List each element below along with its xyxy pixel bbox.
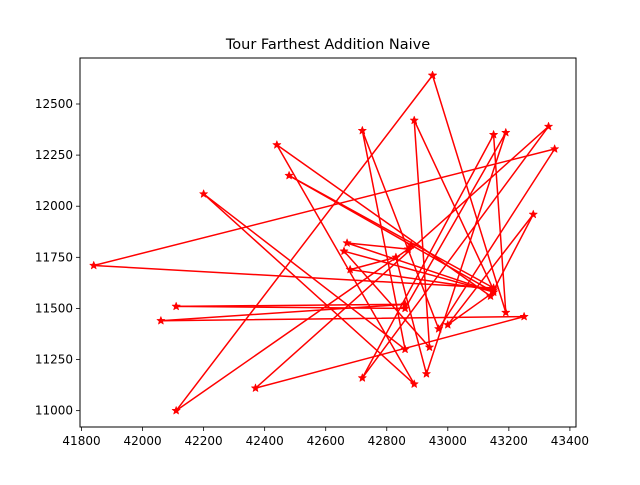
- tour-point-marker: [486, 291, 495, 300]
- tour-segment: [276, 144, 492, 297]
- tour-point-marker: [501, 308, 511, 317]
- tour-point-marker: [403, 244, 413, 253]
- y-tick-label: 11250: [35, 353, 73, 367]
- tour-segment: [276, 144, 415, 385]
- tour-point-marker: [489, 130, 498, 139]
- tour-point-marker: [342, 238, 352, 247]
- tour-point-marker: [528, 209, 538, 219]
- y-tick-label: 12250: [35, 148, 73, 162]
- tour-segment: [175, 303, 406, 308]
- tour-point-marker: [358, 373, 367, 382]
- tour-point-marker: [339, 246, 349, 255]
- x-tick-label: 43200: [490, 434, 528, 448]
- tour-point-marker: [284, 171, 294, 180]
- tour-segment: [160, 315, 525, 322]
- tour-segment: [404, 131, 507, 310]
- chart-title: Tour Farthest Addition Naive: [225, 37, 430, 53]
- tour-segment: [431, 74, 507, 314]
- tour-point-marker: [400, 299, 410, 309]
- tour-point-marker: [400, 344, 410, 354]
- tour-point-marker: [434, 324, 443, 333]
- tour-point-marker: [251, 383, 260, 392]
- tour-segment: [437, 148, 556, 330]
- tour-segment: [175, 74, 434, 412]
- axes-frame: [79, 57, 577, 428]
- tour-point-marker: [171, 301, 181, 311]
- x-tick-label: 42000: [123, 434, 161, 448]
- tour-segment: [92, 264, 495, 289]
- x-tick-label: 42200: [185, 434, 223, 448]
- tour-point-marker: [358, 126, 367, 135]
- x-tick-label: 43400: [551, 434, 589, 448]
- tour-point-marker: [443, 320, 453, 329]
- tour-point-marker: [272, 140, 282, 149]
- tour-segment: [489, 213, 535, 297]
- tour-segment: [346, 242, 409, 250]
- tour-segment: [160, 303, 406, 322]
- plot-area: [89, 70, 559, 415]
- tour-segment: [202, 193, 415, 385]
- tour-point-marker: [544, 121, 553, 131]
- tour-point-marker: [428, 70, 437, 80]
- axes: 41800 42000 42200 42400 42600 42800 43000 43200…: [35, 97, 589, 448]
- x-tick-label: 43000: [429, 434, 467, 448]
- tour-point-marker: [171, 406, 181, 415]
- tour-point-marker: [409, 115, 419, 125]
- tour-segment: [254, 315, 525, 389]
- y-tick-label: 11500: [35, 301, 73, 315]
- tour-segment: [175, 248, 409, 412]
- tour-segment: [410, 244, 495, 293]
- tour-segment: [202, 193, 406, 351]
- tour-point-marker: [345, 265, 355, 274]
- tour-point-marker: [406, 240, 416, 249]
- x-tick-label: 42600: [307, 434, 345, 448]
- tour-point-marker: [199, 189, 208, 198]
- tour-segment: [447, 291, 495, 326]
- tour-segment: [492, 133, 507, 314]
- tour-point-marker: [501, 128, 511, 137]
- tour-point-marker: [519, 312, 529, 321]
- tour-segment: [361, 125, 550, 379]
- tour-segment: [288, 174, 412, 246]
- tour-segment: [254, 125, 550, 389]
- x-tick-label: 42800: [368, 434, 406, 448]
- x-tick-label: 41800: [62, 434, 100, 448]
- tour-segment: [395, 256, 428, 375]
- y-tick-label: 12500: [35, 97, 73, 111]
- y-tick-label: 11750: [35, 250, 73, 264]
- tour-point-marker: [425, 342, 434, 351]
- tour-segment: [413, 119, 495, 291]
- tour-segment: [343, 250, 495, 293]
- tour-point-marker: [400, 303, 410, 313]
- tour-point-marker: [391, 252, 401, 262]
- x-tick-label: 42400: [246, 434, 284, 448]
- tour-segment: [413, 119, 431, 349]
- y-tick-label: 11000: [35, 404, 73, 418]
- tour-segment: [447, 213, 535, 326]
- tour-segment: [425, 131, 507, 375]
- tour-point-marker: [422, 369, 431, 378]
- tour-point-marker: [89, 261, 99, 270]
- y-tick-label: 12000: [35, 199, 73, 213]
- tour-point-marker: [489, 285, 498, 294]
- tour-point-marker: [550, 144, 559, 153]
- tour-segment: [349, 256, 397, 271]
- tour-point-marker: [156, 316, 166, 325]
- tour-segment: [361, 133, 495, 379]
- tour-segment: [346, 242, 495, 293]
- tour-point-marker: [409, 379, 419, 388]
- tour-segment: [92, 148, 556, 267]
